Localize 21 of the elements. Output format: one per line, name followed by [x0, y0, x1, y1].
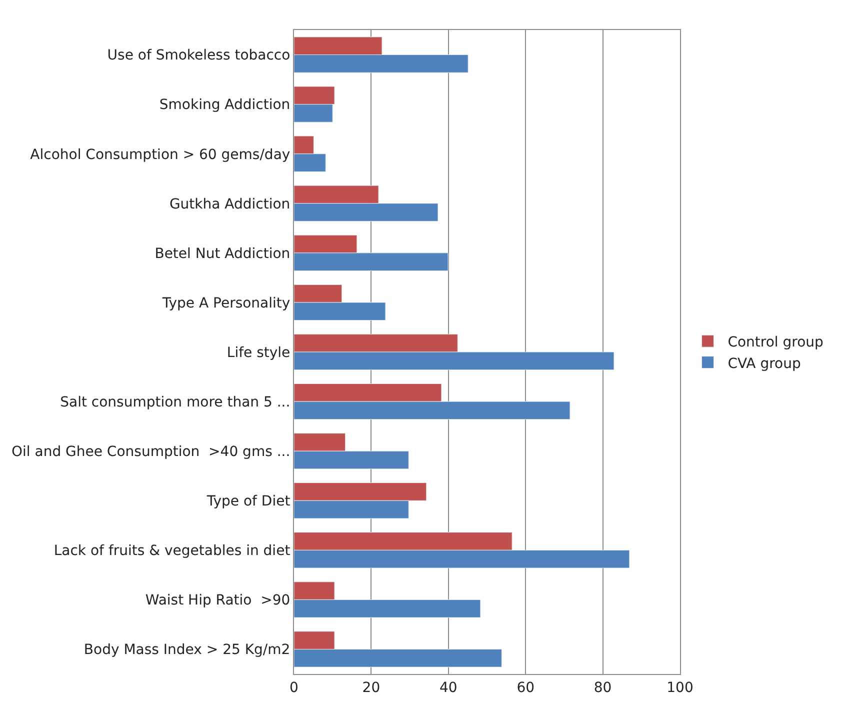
y-tick-label: Lack of fruits & vegetables in diet	[54, 543, 291, 560]
y-tick-label: Type of Diet	[206, 494, 291, 510]
y-tick-label: Type A Personality	[161, 295, 290, 312]
x-tick-label: 80	[594, 680, 612, 696]
y-tick-label: Body Mass Index > 25 Kg/m2	[84, 642, 290, 658]
y-tick-label: Gutkha Addiction	[169, 196, 290, 212]
x-tick-label: 100	[666, 680, 694, 696]
y-tick-label: Oil and Ghee Consumption >40 gms ...	[12, 444, 290, 460]
y-tick-label: Smoking Addiction	[159, 97, 290, 114]
y-tick-label: Waist Hip Ratio >90	[145, 592, 290, 609]
legend-label: CVA group	[728, 356, 801, 372]
x-tick-label: 40	[439, 680, 458, 696]
legend-label: Control group	[728, 334, 824, 351]
x-tick-label: 60	[516, 680, 535, 696]
x-tick-label: 20	[362, 680, 380, 696]
y-tick-label: Use of Smokeless tobacco	[107, 48, 290, 64]
y-tick-label: Life style	[226, 344, 290, 361]
y-tick-label: Salt consumption more than 5 ...	[60, 394, 290, 410]
y-tick-label: Betel Nut Addiction	[154, 246, 290, 262]
x-tick-label: 0	[290, 680, 298, 696]
y-tick-label: Alcohol Consumption > 60 gems/day	[30, 146, 290, 163]
